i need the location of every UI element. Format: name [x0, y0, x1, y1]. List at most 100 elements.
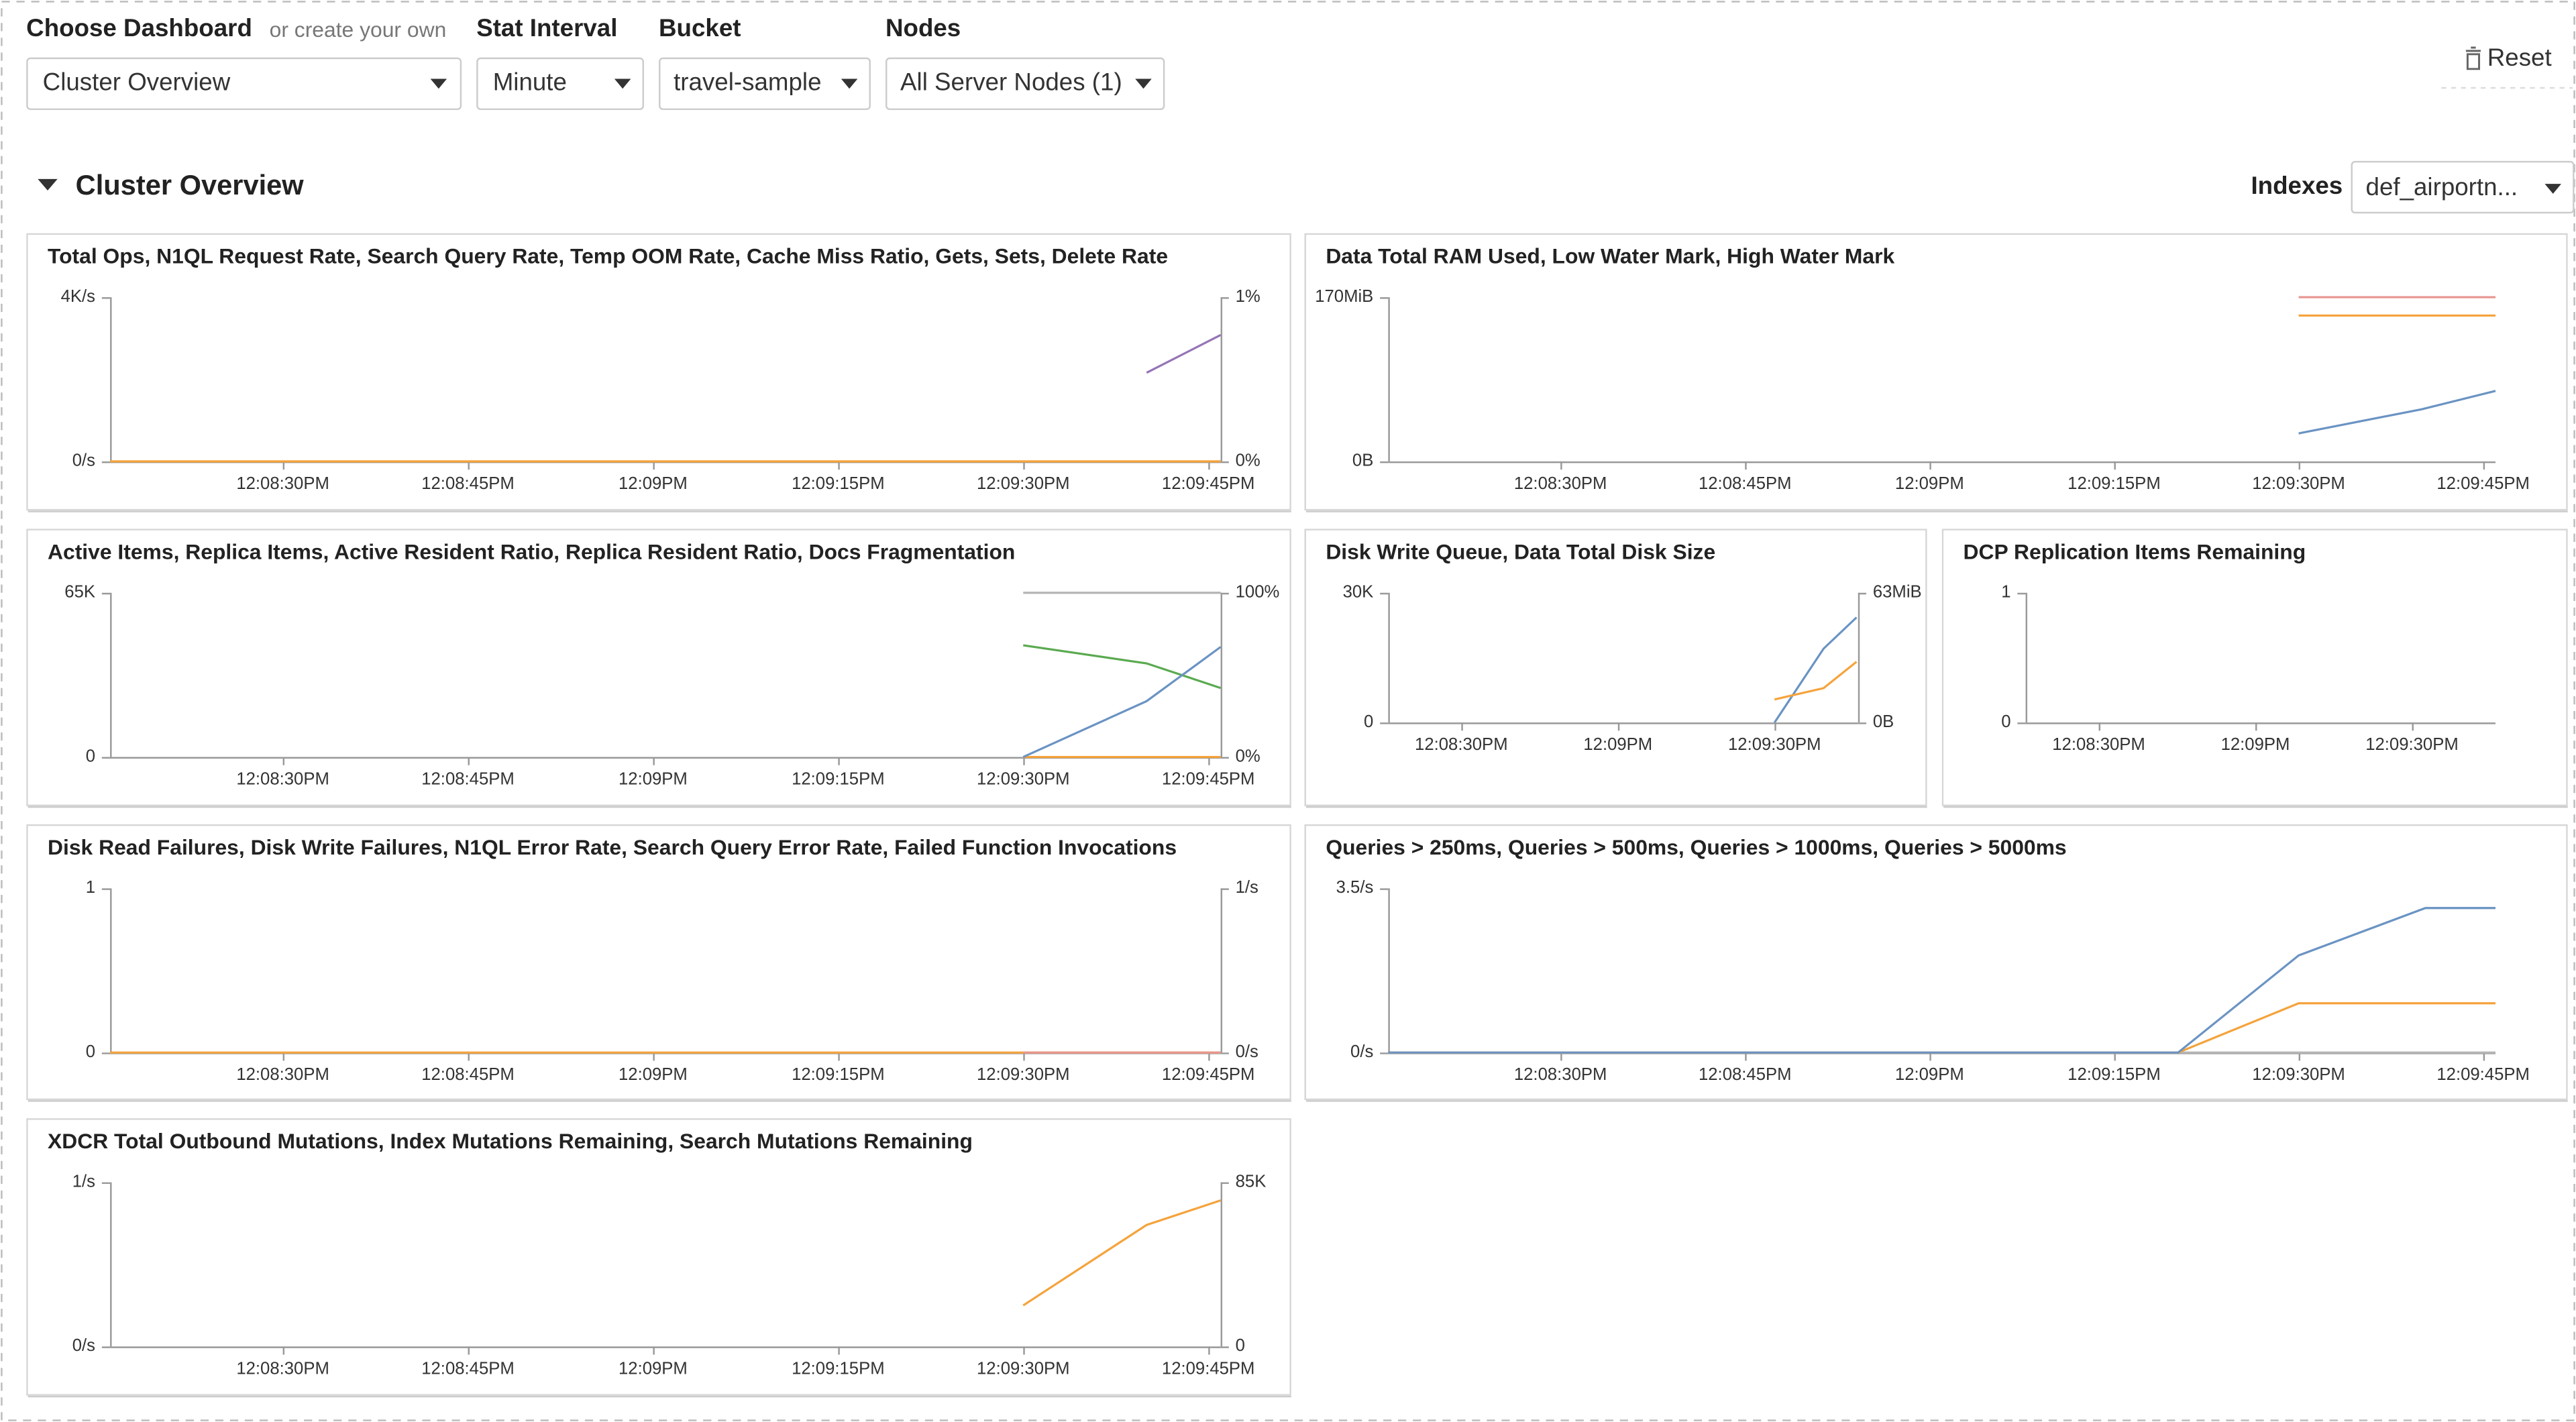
x-tick-label: 12:08:30PM — [1514, 474, 1607, 493]
panel-box — [1941, 529, 2568, 806]
y-tick-label: 0/s — [72, 451, 95, 470]
indexes-select[interactable]: def_airportn... — [2351, 160, 2575, 214]
x-tick-label: 12:09PM — [619, 1065, 688, 1084]
series-line — [1388, 907, 2496, 1054]
y2-tick-label: 0% — [1236, 747, 1260, 765]
x-tick-label: 12:09:30PM — [2252, 474, 2345, 493]
x-tick-label: 12:08:45PM — [421, 474, 515, 493]
select-box[interactable] — [659, 57, 871, 111]
y-tick-label: 3.5/s — [1336, 878, 1374, 897]
x-tick-label: 12:09:30PM — [1728, 735, 1821, 754]
nodes-label: Nodes — [885, 14, 961, 42]
y-tick-label: 65K — [64, 583, 95, 602]
select-value[interactable]: Cluster Overview — [43, 68, 231, 96]
y-tick-label: 170MiB — [1315, 287, 1373, 306]
y-tick-label: 0 — [86, 1042, 95, 1061]
select-value[interactable]: travel-sample — [674, 68, 821, 96]
chart-title: Data Total RAM Used, Low Water Mark, Hig… — [1326, 244, 1894, 268]
x-tick-label: 12:09:30PM — [977, 474, 1070, 493]
x-tick-label: 12:09:30PM — [977, 770, 1070, 789]
chart-title: Disk Read Failures, Disk Write Failures,… — [48, 835, 1177, 859]
select-value[interactable]: Minute — [493, 68, 567, 96]
series-line — [1023, 644, 1222, 690]
chart-panel: Active Items, Replica Items, Active Resi… — [26, 529, 1291, 806]
x-tick-label: 12:09:30PM — [2252, 1065, 2345, 1084]
chart-title: Queries > 250ms, Queries > 500ms, Querie… — [1326, 835, 2066, 859]
dashboard-select[interactable]: Cluster Overview — [26, 57, 462, 111]
select-box[interactable] — [476, 57, 644, 111]
x-tick-label: 12:08:30PM — [2052, 735, 2145, 754]
x-tick-label: 12:09PM — [619, 770, 688, 789]
caret — [841, 78, 858, 89]
x-tick-label: 12:08:30PM — [1514, 1065, 1607, 1084]
y-tick-label: 0B — [1352, 451, 1373, 470]
y-tick-label: 0/s — [1350, 1042, 1373, 1061]
x-tick-label: 12:09:45PM — [1162, 474, 1255, 493]
chart-title: DCP Replication Items Remaining — [1964, 539, 2306, 563]
create-link[interactable]: or create your own — [270, 17, 447, 42]
chart-panel: Total Ops, N1QL Request Rate, Search Que… — [26, 233, 1291, 511]
x-tick-label: 12:09:15PM — [792, 770, 885, 789]
y2-tick-label: 0B — [1873, 712, 1894, 731]
caret — [2544, 184, 2561, 194]
x-tick-label: 12:09:30PM — [977, 1065, 1070, 1084]
panel-box — [1304, 529, 1927, 806]
select-value[interactable]: All Server Nodes (1) — [900, 68, 1122, 96]
series-line — [2298, 390, 2496, 435]
y-tick-label: 1/s — [72, 1172, 95, 1191]
x-tick-label: 12:09PM — [1895, 474, 1964, 493]
chart-panel: Queries > 250ms, Queries > 500ms, Querie… — [1304, 824, 2568, 1101]
x-tick-label: 12:09PM — [619, 474, 688, 493]
caret — [614, 78, 631, 89]
reset-text[interactable]: Reset — [2487, 44, 2552, 71]
x-tick-label: 12:08:30PM — [1415, 735, 1508, 754]
chart-panel: XDCR Total Outbound Mutations, Index Mut… — [26, 1118, 1291, 1396]
y-tick-label: 30K — [1343, 583, 1374, 602]
y-tick-label: 0 — [2001, 712, 2010, 731]
panel-box — [26, 529, 1291, 806]
select-box[interactable] — [2351, 160, 2575, 214]
y2-tick-label: 0/s — [1236, 1042, 1258, 1061]
x-tick-label: 12:09:15PM — [792, 1359, 885, 1378]
chart-panel: DCP Replication Items Remaining 0 1 12:08:3… — [1941, 529, 2568, 806]
nodes-select[interactable]: All Server Nodes (1) — [885, 57, 1165, 111]
y-tick-label: 4K/s — [61, 287, 95, 306]
x-tick-label: 12:09:15PM — [792, 1065, 885, 1084]
chart-panel: Disk Write Queue, Data Total Disk Size 0 3… — [1304, 529, 1927, 806]
caret — [1135, 78, 1152, 89]
select-value[interactable]: def_airportn... — [2366, 173, 2518, 201]
y-tick-label: 0 — [1364, 712, 1373, 731]
panel-box — [26, 824, 1291, 1101]
interval-select[interactable]: Minute — [476, 57, 644, 111]
trash-icon — [2465, 46, 2481, 70]
series-line — [1022, 1199, 1222, 1307]
x-tick-label: 12:09:30PM — [977, 1359, 1070, 1378]
y2-tick-label: 1% — [1236, 287, 1260, 306]
chart-title: Disk Write Queue, Data Total Disk Size — [1326, 539, 1715, 563]
series-line — [1773, 616, 1858, 724]
panel-box — [1304, 824, 2568, 1101]
x-tick-label: 12:09:15PM — [2068, 474, 2161, 493]
x-tick-label: 12:09:15PM — [792, 474, 885, 493]
series-line — [1774, 661, 1858, 701]
x-tick-label: 12:08:45PM — [421, 770, 515, 789]
y2-tick-label: 0% — [1236, 451, 1260, 470]
y-tick-label: 1 — [2001, 583, 2010, 602]
x-tick-label: 12:08:30PM — [236, 1359, 329, 1378]
x-tick-label: 12:09:45PM — [2436, 474, 2530, 493]
select-box[interactable] — [885, 57, 1165, 111]
bucket-select[interactable]: travel-sample — [659, 57, 871, 111]
indexes-label: Indexes — [2251, 172, 2343, 199]
x-tick-label: 12:08:45PM — [421, 1359, 515, 1378]
x-tick-label: 12:08:45PM — [1699, 1065, 1792, 1084]
choose-dashboard-label: Choose Dashboard — [26, 14, 252, 42]
section-title: Cluster Overview — [76, 169, 305, 201]
select-box[interactable] — [26, 57, 462, 111]
series-line — [1022, 646, 1222, 758]
x-tick-label: 12:09PM — [619, 1359, 688, 1378]
collapse-toggle[interactable] — [38, 178, 58, 190]
x-tick-label: 12:08:30PM — [236, 770, 329, 789]
reset-button[interactable]: Reset — [2441, 44, 2573, 89]
